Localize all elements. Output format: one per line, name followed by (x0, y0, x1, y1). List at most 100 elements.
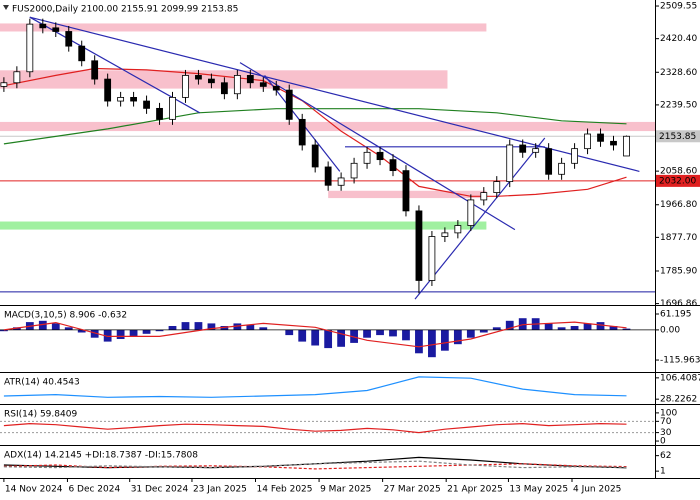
y-tick-label: 2239.50 (660, 100, 697, 110)
candle-body (26, 23, 34, 73)
candle-body (545, 148, 553, 175)
y-tick-label: 2420.40 (660, 34, 697, 44)
x-tick-label: 21 Apr 2025 (447, 485, 503, 495)
y-tick-label: 2328.60 (660, 68, 697, 78)
candle-body (324, 166, 332, 186)
candle-body (493, 181, 501, 193)
price-label: 2153.85 (659, 132, 696, 142)
candle-body (584, 133, 591, 150)
y-tick-label: 70 (660, 417, 672, 427)
macd-bar (453, 329, 462, 345)
candle-body (259, 82, 267, 87)
candle-body (182, 75, 189, 98)
macd-bar (142, 329, 151, 334)
macd-bar (570, 326, 579, 330)
macd-bar (103, 329, 112, 342)
candle-body (104, 78, 112, 102)
candle-body (610, 140, 617, 146)
macd-bar (466, 329, 475, 338)
trendline (414, 137, 546, 300)
panel-title: FUS2000,Daily 2100.00 2155.91 2099.99 21… (12, 5, 238, 15)
moving-average (3, 67, 627, 197)
candle-body (246, 75, 254, 84)
candle-body (454, 225, 462, 234)
candle-body (519, 144, 527, 153)
candle-body (272, 86, 280, 91)
candle-body (52, 27, 60, 32)
macd-bar (505, 320, 514, 330)
candle-body (350, 162, 358, 179)
x-tick-label: 27 Mar 2025 (384, 485, 441, 495)
candle-body (13, 71, 21, 84)
zone (0, 221, 487, 230)
candle-body (506, 144, 514, 183)
candle-body (571, 148, 578, 164)
panel-title: MACD(3,10,5) 8.906 -0.632 (4, 311, 127, 321)
x-tick-label: 9 Mar 2025 (320, 485, 371, 495)
candle-body (195, 75, 202, 80)
candle-body (441, 232, 449, 237)
macd-bar (389, 329, 397, 337)
candle-body (220, 82, 228, 95)
y-tick-label: 28.2262 (660, 395, 697, 405)
price-label: 2032.00 (659, 176, 696, 186)
candle-body (298, 118, 306, 146)
x-tick-label: 13 May 2025 (509, 485, 568, 495)
macd-bar (220, 326, 229, 330)
x-tick-label: 23 Jan 2025 (193, 485, 247, 495)
macd-bar (311, 329, 320, 346)
macd-bar (181, 322, 190, 330)
candle-body (39, 23, 47, 29)
x-tick-label: 14 Nov 2024 (5, 485, 63, 495)
indicator-line (3, 422, 627, 434)
y-tick-label: 106.4087 (660, 373, 700, 383)
panel-title: ADX(14) 14.2145 +DI:18.7387 -DI:15.7808 (4, 451, 198, 461)
y-tick-label: 1696.86 (660, 299, 697, 309)
macd-bar (350, 329, 358, 343)
candle-body (91, 60, 99, 80)
macd-bar (0, 329, 8, 332)
x-tick-label: 6 Dec 2024 (68, 485, 120, 495)
y-tick-label: -115.963 (660, 356, 700, 366)
macd-bar (402, 329, 410, 341)
macd-bar (376, 329, 384, 336)
y-tick-label: 1 (660, 467, 666, 477)
y-tick-label: 30 (660, 428, 672, 438)
signal-line (3, 321, 627, 348)
candle-body (117, 96, 125, 102)
y-tick-label: 61.195 (660, 310, 692, 320)
y-tick-label: 1966.80 (660, 200, 697, 210)
y-tick-label: 62 (660, 451, 671, 461)
candle-body (558, 162, 566, 175)
macd-bar (259, 327, 268, 330)
macd-bar (77, 329, 86, 333)
macd-bar (298, 329, 307, 342)
macd-bar (544, 323, 553, 330)
y-tick-label: 100 (660, 408, 677, 418)
macd-bar (622, 328, 631, 330)
macd-bar (518, 318, 527, 330)
candle-body (285, 89, 293, 120)
macd-bar (285, 329, 294, 336)
macd-bar (415, 329, 423, 354)
candle-body (65, 31, 73, 47)
candle-body (156, 107, 163, 120)
candle-body (428, 236, 436, 281)
candle-body (363, 151, 371, 164)
macd-bar (51, 323, 60, 330)
macd-bar (168, 326, 177, 330)
candle-body (597, 133, 604, 142)
macd-bar (233, 323, 242, 330)
candle-body (480, 192, 488, 201)
moving-average (3, 108, 627, 145)
y-tick-label: 1785.90 (660, 266, 697, 276)
macd-bar (90, 329, 99, 338)
y-tick-label: 0.00 (660, 325, 680, 335)
x-tick-label: 4 Jun 2025 (573, 485, 621, 495)
candle-body (415, 210, 423, 281)
macd-bar (440, 329, 449, 351)
candle-body (130, 96, 137, 102)
macd-bar (583, 323, 592, 330)
candle-body (467, 199, 475, 226)
macd-bar (64, 327, 73, 330)
